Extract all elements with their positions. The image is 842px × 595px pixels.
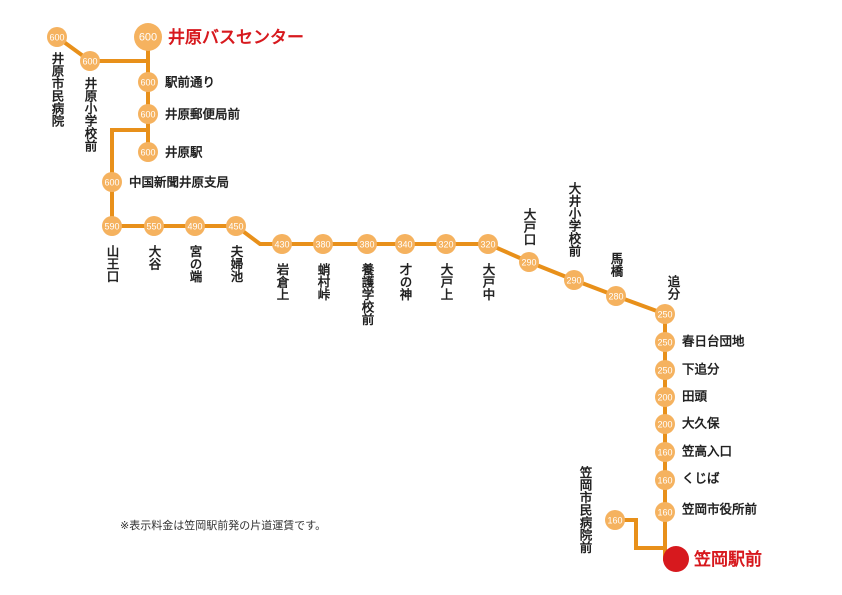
stop-fare: 380: [359, 240, 374, 250]
stop-name: 駅前通り: [164, 75, 215, 90]
stop-marker: [655, 332, 675, 352]
stop-name: 井原市民病院: [50, 51, 65, 128]
stop-marker: [144, 216, 164, 236]
stop-fare: 200: [657, 393, 672, 403]
terminal-dot-kasaoka: [663, 546, 689, 572]
stop-name: 宮の端: [188, 244, 203, 283]
fare-note: ※表示料金は笠岡駅前発の片道運賃です。: [120, 518, 326, 532]
stop-name: 夫婦池: [229, 244, 244, 283]
stop-marker: [519, 252, 539, 272]
stop-fare: 320: [480, 240, 495, 250]
stop-fare: 590: [104, 222, 119, 232]
stop-marker: [564, 270, 584, 290]
terminal-name: 笠岡駅前: [694, 549, 762, 570]
stop-marker: [395, 234, 415, 254]
stop-name: 大戸上: [439, 262, 454, 301]
stop-marker: [655, 414, 675, 434]
stop-name: 大井小学校前: [567, 181, 582, 258]
stop-name: 追分: [666, 274, 681, 301]
stop-name: 山王口: [105, 244, 120, 283]
stop-name: 馬橋: [609, 252, 624, 278]
stop-fare: 250: [657, 310, 672, 320]
stop-name: 春日台団地: [681, 334, 745, 349]
stop-marker: [357, 234, 377, 254]
stop-name: 才の神: [398, 262, 413, 301]
terminal-name: 井原バスセンター: [168, 27, 304, 48]
stop-marker: [655, 304, 675, 324]
route-line-segment: [55, 35, 148, 63]
stop-fare: 340: [397, 240, 412, 250]
stop-name: 笠岡市民病院前: [578, 465, 593, 554]
stop-marker: [655, 387, 675, 407]
stop-name: 蛸村峠: [316, 262, 331, 301]
stop-fare: 290: [521, 258, 536, 268]
stop-name: 大戸中: [481, 262, 496, 301]
stop-fare: 160: [657, 508, 672, 518]
stop-marker: [102, 216, 122, 236]
stop-name: 笠高入口: [681, 444, 732, 459]
stop-fare: 160: [657, 448, 672, 458]
stop-fare: 290: [566, 276, 581, 286]
stop-fare: 430: [274, 240, 289, 250]
stop-marker: [478, 234, 498, 254]
stop-fare: 600: [140, 148, 155, 158]
stop-fare: 600: [140, 78, 155, 88]
stop-fare: 160: [607, 516, 622, 526]
stop-fare: 450: [228, 222, 243, 232]
stop-name: 大戸口: [522, 207, 537, 246]
stop-marker: [272, 234, 292, 254]
stop-labels: 井原市民病院 井原小学校前 井原バスセンター駅前通り井原郵便局前井原駅中国新聞井原支…: [50, 27, 763, 570]
stop-name: 下追分: [682, 362, 720, 377]
stop-marker: [102, 172, 122, 192]
route-stops: 600 600 600 600 600 600 600 590 550 490 450 430 380 3…: [47, 23, 689, 572]
stop-marker: [185, 216, 205, 236]
stop-fare: 320: [438, 240, 453, 250]
stop-fare: 550: [146, 222, 161, 232]
stop-marker: [138, 72, 158, 92]
stop-marker: [313, 234, 333, 254]
stop-name: 井原郵便局前: [165, 107, 241, 122]
stop-marker: [47, 27, 67, 47]
stop-name: 岩倉上: [275, 262, 290, 301]
stop-marker: [655, 502, 675, 522]
stop-marker: [606, 286, 626, 306]
stop-fare: 600: [139, 32, 157, 44]
stop-name: くじば: [682, 471, 720, 486]
stop-fare: 490: [187, 222, 202, 232]
stop-fare: 380: [315, 240, 330, 250]
stop-marker: [436, 234, 456, 254]
stop-fare: 160: [657, 476, 672, 486]
stop-fare: 250: [657, 366, 672, 376]
stop-marker: [80, 51, 100, 71]
stop-name: 井原小学校前: [83, 76, 98, 153]
stop-name: 大久保: [682, 416, 720, 431]
stop-marker: [605, 510, 625, 530]
stop-name: 井原駅: [165, 145, 203, 160]
stop-marker: [655, 360, 675, 380]
stop-marker: [134, 23, 162, 51]
route-line-segment: [110, 128, 676, 561]
stop-marker: [655, 442, 675, 462]
stop-name: 中国新聞井原支局: [129, 175, 229, 190]
stop-marker: [138, 104, 158, 124]
stop-fare: 250: [657, 338, 672, 348]
stop-marker: [655, 470, 675, 490]
route-line-segment: [615, 518, 665, 550]
stop-fare: 600: [49, 33, 64, 43]
stop-marker: [138, 142, 158, 162]
stop-name: 田頭: [682, 389, 708, 404]
stop-name: 大谷: [147, 244, 162, 271]
stop-name: 養護学校前: [360, 262, 375, 326]
stop-name: 笠岡市役所前: [681, 502, 758, 517]
stop-fare: 600: [104, 178, 119, 188]
stop-fare: 600: [82, 57, 97, 67]
stop-fare: 200: [657, 420, 672, 430]
stop-fare: 600: [140, 110, 155, 120]
stop-fare: 280: [608, 292, 623, 302]
stop-marker: [226, 216, 246, 236]
